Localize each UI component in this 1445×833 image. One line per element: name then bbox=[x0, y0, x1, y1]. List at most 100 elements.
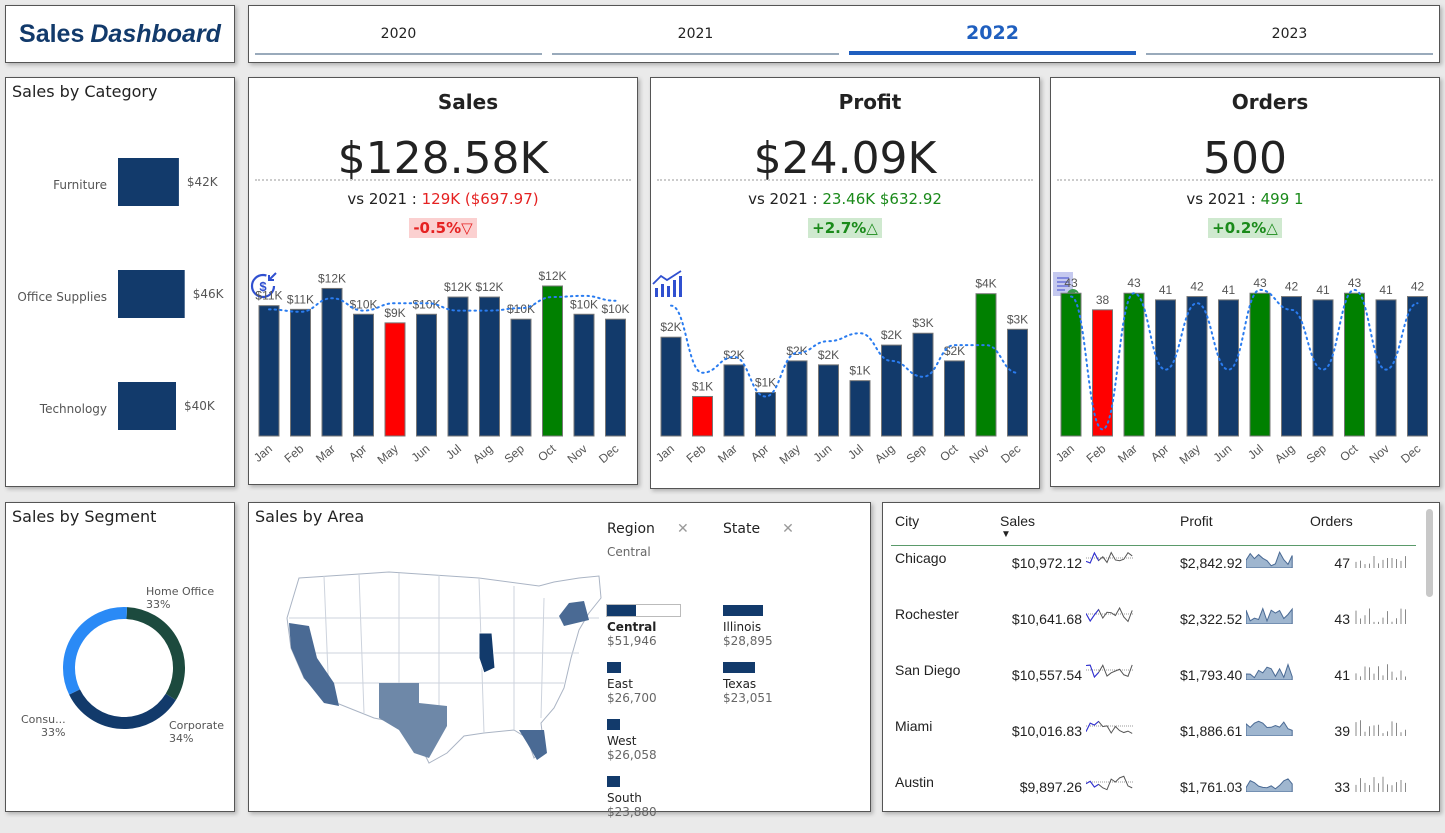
bar-sep[interactable] bbox=[1312, 299, 1334, 437]
bar-list-item[interactable]: West $26,058 bbox=[607, 719, 682, 762]
bar-may[interactable] bbox=[786, 360, 808, 437]
bar-jul[interactable] bbox=[447, 296, 469, 437]
segment-name-label: Corporate bbox=[169, 719, 224, 732]
profit-cell: $2,322.52 bbox=[1180, 610, 1243, 627]
month-tick-label: May bbox=[375, 442, 401, 467]
bar-apr[interactable] bbox=[353, 313, 374, 437]
bar-jan[interactable] bbox=[660, 336, 682, 437]
orders-card: Orders 500 vs 2021 : 499 1 +0.2%△ 43 Jan 38… bbox=[1050, 77, 1440, 487]
map-outline bbox=[286, 571, 602, 764]
state-texas[interactable] bbox=[379, 683, 447, 758]
donut-slice[interactable] bbox=[69, 689, 176, 729]
category-label: Office Supplies bbox=[17, 290, 107, 304]
bar-dec[interactable] bbox=[1407, 296, 1428, 437]
tab-year-2023[interactable]: 2023 bbox=[1146, 6, 1433, 55]
data-label: $3K bbox=[912, 316, 933, 330]
table-row[interactable]: San Diego $10,557.54 $1,793.40 41 bbox=[891, 658, 1416, 714]
bar-oct[interactable] bbox=[542, 285, 563, 437]
bar-mar[interactable] bbox=[723, 364, 745, 437]
bar-jan[interactable] bbox=[1060, 292, 1082, 437]
state-california[interactable] bbox=[289, 623, 339, 706]
data-label: 41 bbox=[1379, 283, 1393, 297]
bar-jun[interactable] bbox=[818, 364, 839, 437]
table-row[interactable]: Miami $10,016.83 $1,886.61 39 bbox=[891, 714, 1416, 770]
item-name: Illinois bbox=[723, 620, 762, 634]
sales-cell: $10,972.12 bbox=[1011, 555, 1082, 571]
state-illinois[interactable] bbox=[478, 632, 496, 674]
bar-list-item[interactable]: Central $51,946 bbox=[606, 604, 682, 648]
column-header-city[interactable]: City bbox=[891, 511, 996, 546]
bar-feb[interactable] bbox=[290, 308, 311, 437]
bar-list-item[interactable]: Texas $23,051 bbox=[723, 662, 798, 705]
category-bar[interactable] bbox=[118, 270, 185, 318]
bar-list-item[interactable]: Illinois $28,895 bbox=[723, 605, 798, 648]
month-tick-label: Feb bbox=[684, 441, 709, 465]
state-florida[interactable] bbox=[519, 730, 547, 760]
bar-nov[interactable] bbox=[573, 313, 595, 437]
bar-nov[interactable] bbox=[1375, 299, 1397, 437]
category-bar[interactable] bbox=[118, 382, 176, 430]
column-header-orders[interactable]: Orders bbox=[1306, 511, 1416, 546]
change-percent: +0.2%△ bbox=[1208, 218, 1282, 238]
item-name: Texas bbox=[723, 677, 757, 691]
profit-sparkline bbox=[1245, 606, 1293, 624]
month-tick-label: Aug bbox=[470, 442, 495, 466]
bar-sep[interactable] bbox=[510, 318, 532, 437]
data-label: 43 bbox=[1064, 276, 1078, 290]
scrollbar[interactable] bbox=[1426, 509, 1433, 597]
bar-jun[interactable] bbox=[416, 313, 437, 437]
bar-oct[interactable] bbox=[1344, 292, 1365, 437]
bar-jul[interactable] bbox=[1249, 292, 1271, 437]
bar-aug[interactable] bbox=[881, 344, 902, 437]
bar-jul[interactable] bbox=[849, 380, 871, 437]
bar-aug[interactable] bbox=[479, 296, 500, 437]
data-label: $12K bbox=[475, 280, 503, 294]
bar-apr[interactable] bbox=[755, 392, 776, 437]
tab-year-2020[interactable]: 2020 bbox=[255, 6, 542, 55]
bar-jun[interactable] bbox=[1218, 299, 1239, 437]
sort-desc-icon[interactable]: ▼ bbox=[1001, 529, 1011, 540]
card-header: Orders bbox=[1051, 90, 1439, 301]
bar-may[interactable] bbox=[1186, 296, 1208, 437]
month-tick-label: Dec bbox=[596, 442, 621, 466]
bar-oct[interactable] bbox=[944, 360, 965, 437]
value-bar bbox=[607, 776, 620, 787]
bar-dec[interactable] bbox=[605, 318, 626, 437]
bar-nov[interactable] bbox=[975, 293, 997, 437]
month-tick-label: Apr bbox=[346, 442, 369, 465]
data-label: $2K bbox=[660, 320, 681, 334]
clear-state-icon[interactable]: ✕ bbox=[782, 521, 794, 537]
card-title: Profit bbox=[838, 90, 902, 114]
tab-year-2021[interactable]: 2021 bbox=[552, 6, 839, 55]
bar-mar[interactable] bbox=[321, 287, 343, 437]
table-row[interactable]: Rochester $10,641.68 $2,322.52 43 bbox=[891, 602, 1416, 658]
table-row[interactable]: Austin $9,897.26 $1,761.03 33 bbox=[891, 770, 1416, 812]
change-percent: -0.5%▽ bbox=[409, 218, 477, 238]
category-bar[interactable] bbox=[118, 158, 179, 206]
header-label: Orders bbox=[1310, 513, 1353, 529]
column-header-profit[interactable]: Profit bbox=[1176, 511, 1306, 546]
bar-list-item[interactable]: East $26,700 bbox=[607, 662, 682, 705]
bar-aug[interactable] bbox=[1281, 296, 1302, 437]
us-map[interactable] bbox=[279, 558, 619, 808]
bar-sep[interactable] bbox=[912, 332, 934, 437]
state-slicer[interactable]: State ✕ bbox=[723, 521, 794, 537]
bar-feb[interactable] bbox=[692, 395, 713, 437]
profit-cell: $1,761.03 bbox=[1180, 778, 1243, 795]
table-row[interactable]: Chicago $10,972.12 $2,842.92 47 bbox=[891, 546, 1416, 602]
sales-sparkline bbox=[1085, 551, 1134, 564]
bar-feb[interactable] bbox=[1092, 309, 1113, 437]
donut-slice[interactable] bbox=[126, 607, 185, 701]
state-new-york[interactable] bbox=[559, 601, 589, 626]
bar-mar[interactable] bbox=[1123, 292, 1145, 437]
region-slicer[interactable]: Region ✕ Central bbox=[607, 521, 689, 559]
bar-jan[interactable] bbox=[258, 305, 280, 437]
donut-slice[interactable] bbox=[63, 607, 128, 695]
clear-region-icon[interactable]: ✕ bbox=[676, 521, 689, 537]
bar-apr[interactable] bbox=[1155, 299, 1176, 437]
tab-year-2022[interactable]: 2022 bbox=[849, 6, 1136, 55]
column-header-sales[interactable]: Sales ▼ bbox=[996, 511, 1176, 546]
bar-list-item[interactable]: South $23,880 bbox=[607, 776, 682, 819]
bar-dec[interactable] bbox=[1007, 328, 1028, 437]
bar-may[interactable] bbox=[384, 322, 406, 437]
